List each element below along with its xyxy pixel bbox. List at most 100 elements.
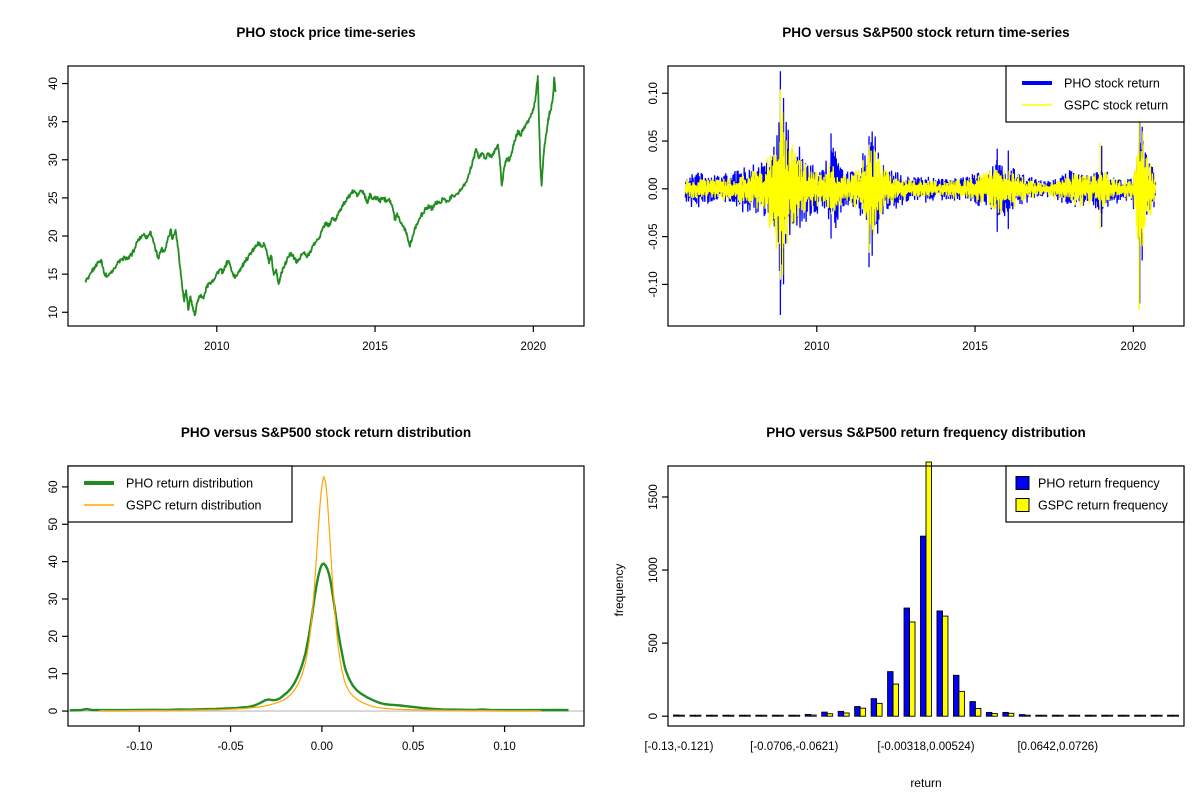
bar-pho-return-frequency: [1167, 714, 1174, 717]
bar-pho-return-frequency: [887, 671, 894, 717]
legend: PHO stock return GSPC stock return: [1005, 65, 1185, 123]
plot-box: [67, 65, 585, 327]
bar-gspc-return-frequency: [1090, 714, 1097, 717]
bar-pho-return-frequency: [1035, 714, 1042, 717]
bar-pho-return-frequency: [1051, 714, 1059, 717]
pho-stock-return-series: [684, 121, 1157, 286]
y-tick-label: 30: [48, 593, 60, 606]
plot-box: [667, 465, 1185, 727]
x-tick-label: 0.10: [493, 741, 515, 753]
x-tick-label: [-0.00318,0.00524): [877, 741, 974, 753]
bar-pho-return-frequency: [1018, 714, 1026, 717]
y-tick-label: 1000: [648, 557, 660, 583]
legend-box: [1005, 465, 1185, 523]
bar-gspc-return-frequency: [744, 714, 751, 717]
bar-pho-return-frequency: [705, 714, 713, 717]
bar-gspc-return-frequency: [1057, 714, 1064, 717]
bar-pho-return-frequency: [969, 701, 976, 717]
bar-pho-return-frequency: [837, 710, 845, 717]
bar-gspc-return-frequency: [876, 702, 883, 717]
x-axis: 2010 2015 2020: [804, 326, 1146, 353]
bar-gspc-return-frequency: [1024, 714, 1031, 717]
y-tick-label: 35: [48, 115, 60, 128]
bar-gspc-return-frequency: [711, 714, 718, 717]
bar-pho-return-frequency: [1101, 714, 1108, 717]
bar-gspc-return-frequency: [991, 713, 998, 717]
x-tick-label: 2010: [204, 341, 230, 353]
bar-gspc-return-frequency: [760, 714, 768, 717]
legend-square-sample: [1015, 476, 1030, 490]
bar-pho-return-frequency: [804, 714, 812, 717]
y-tick-label: 0: [648, 713, 660, 719]
pho-return-distribution-series: [69, 562, 569, 712]
y-tick-label: 500: [648, 634, 660, 653]
y-tick-label: 10: [48, 667, 60, 680]
x-axis: -0.10 -0.05 0.00 0.05 0.10: [126, 726, 516, 753]
y-tick-label: -0.05: [648, 224, 660, 250]
x-tick-label: [0.0642,0.0726): [1017, 741, 1098, 753]
plot-box: [667, 65, 1185, 327]
bar-gspc-return-frequency: [810, 714, 817, 717]
bar-gspc-return-frequency: [958, 690, 965, 717]
y-tick-label: 50: [48, 518, 60, 531]
y-tick-label: 0.10: [648, 82, 660, 104]
y-tick-label: 40: [48, 77, 60, 90]
legend: PHO return distribution GSPC return distr…: [67, 465, 293, 523]
bar-pho-return-frequency: [920, 535, 927, 717]
bar-gspc-return-frequency: [942, 615, 949, 717]
density-chart: -0.10 -0.05 0.00 0.05 0.10 0 10 20 30 40 50 60 PHO r…: [48, 465, 585, 753]
bar-gspc-return-frequency: [892, 683, 899, 717]
legend: PHO return frequency GSPC return frequenc…: [1005, 465, 1185, 523]
y-tick-label: 25: [48, 192, 60, 205]
bar-gspc-return-frequency: [1106, 714, 1114, 717]
y-tick-label: 15: [48, 268, 60, 281]
histogram-y-axis-label: frequency: [612, 563, 626, 617]
x-tick-label: [-0.0706,-0.0621): [750, 741, 838, 753]
y-tick-label: 60: [48, 481, 60, 494]
y-tick-label: -0.10: [648, 271, 660, 297]
bar-gspc-return-frequency: [678, 714, 685, 717]
y-tick-label: 20: [48, 630, 60, 643]
bar-pho-return-frequency: [1002, 711, 1009, 717]
y-tick-label: 0.00: [648, 178, 660, 200]
legend-label: PHO return frequency: [1038, 477, 1160, 491]
bar-pho-return-frequency: [953, 674, 960, 717]
legend-label: GSPC return frequency: [1038, 499, 1169, 513]
bar-pho-return-frequency: [1117, 714, 1125, 717]
x-tick-label: 0.00: [311, 741, 333, 753]
bar-gspc-return-frequency: [826, 713, 834, 717]
y-axis: 0 500 1000 1500: [648, 484, 668, 719]
x-axis: 2010 2015 2020: [204, 326, 546, 353]
bar-pho-return-frequency: [1134, 714, 1141, 717]
y-axis: 0 10 20 30 40 50 60: [48, 481, 68, 714]
gspc-stock-return-series: [684, 121, 1157, 249]
plot-box: [67, 465, 585, 727]
histogram-chart: [-0.13,-0.121) [-0.0706,-0.0621) [-0.00318…: [644, 461, 1185, 753]
y-tick-label: 30: [48, 153, 60, 166]
legend-box: [1005, 65, 1185, 123]
x-axis: [-0.13,-0.121) [-0.0706,-0.0621) [-0.00318…: [644, 741, 1098, 753]
legend-label: PHO stock return: [1064, 77, 1160, 91]
y-tick-label: 40: [48, 555, 60, 568]
legend-label: GSPC return distribution: [126, 499, 262, 513]
bar-pho-return-frequency: [1068, 714, 1075, 717]
price-chart-title: PHO stock price time-series: [236, 25, 416, 40]
bar-pho-return-frequency: [936, 610, 943, 717]
bar-gspc-return-frequency: [909, 621, 916, 717]
price-chart: 2010 2015 2020 10 15 20 25 30 35 40: [48, 65, 585, 353]
x-tick-label: -0.05: [217, 741, 243, 753]
x-tick-label: 2010: [804, 341, 830, 353]
bar-gspc-return-frequency: [793, 714, 801, 717]
bar-gspc-return-frequency: [1172, 714, 1179, 717]
histogram-x-axis-label: return: [910, 776, 942, 790]
bar-pho-return-frequency: [788, 714, 795, 717]
bar-pho-return-frequency: [1150, 714, 1157, 717]
gspc-return-distribution-series: [99, 475, 542, 712]
pho-stock-price-series: [84, 75, 557, 317]
y-tick-label: 20: [48, 230, 60, 243]
x-tick-label: [-0.13,-0.121): [644, 741, 713, 753]
legend-box: [67, 465, 293, 523]
legend-label: PHO return distribution: [126, 477, 253, 491]
bar-pho-return-frequency: [755, 714, 762, 717]
